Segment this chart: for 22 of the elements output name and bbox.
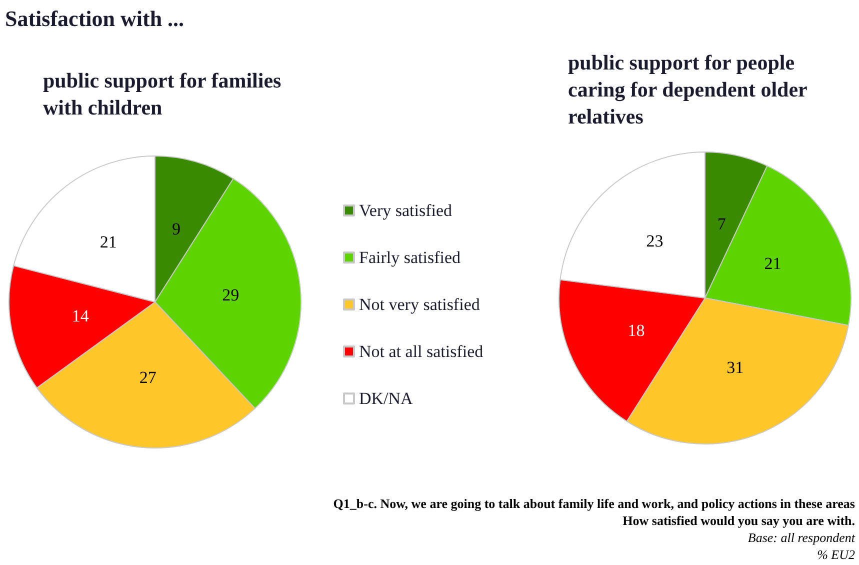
data-label: 27 xyxy=(139,368,157,388)
text: Base: all respondent xyxy=(748,530,856,545)
text: Q1_b-c. Now, we are going to talk about family life and work, and policy actions in these areas xyxy=(333,496,855,511)
legend-label: Not at all satisfied xyxy=(359,342,484,361)
data-label: 31 xyxy=(726,358,744,378)
data-label: 21 xyxy=(100,232,117,252)
text: How satisfied would you say you are with. xyxy=(622,513,855,528)
chart-title: Satisfaction with ... xyxy=(5,6,184,31)
chart-subtitle: public support for families with children xyxy=(43,68,286,120)
legend-label: DK/NA xyxy=(359,389,414,408)
data-label: 21 xyxy=(764,254,782,273)
data-label: 18 xyxy=(628,320,645,340)
legend-label: Not very satisfied xyxy=(359,295,480,314)
text: % EU2 xyxy=(817,547,856,562)
data-label: 23 xyxy=(646,231,664,250)
legend-label: Very satisfied xyxy=(359,201,452,220)
data-label: 9 xyxy=(172,220,180,239)
data-label: 29 xyxy=(222,285,240,304)
data-label: 7 xyxy=(717,214,726,234)
legend-label: Fairly satisfied xyxy=(359,248,462,267)
chart-title: public support for people caring for dependent older relatives xyxy=(568,50,812,128)
data-label: 14 xyxy=(72,306,90,326)
